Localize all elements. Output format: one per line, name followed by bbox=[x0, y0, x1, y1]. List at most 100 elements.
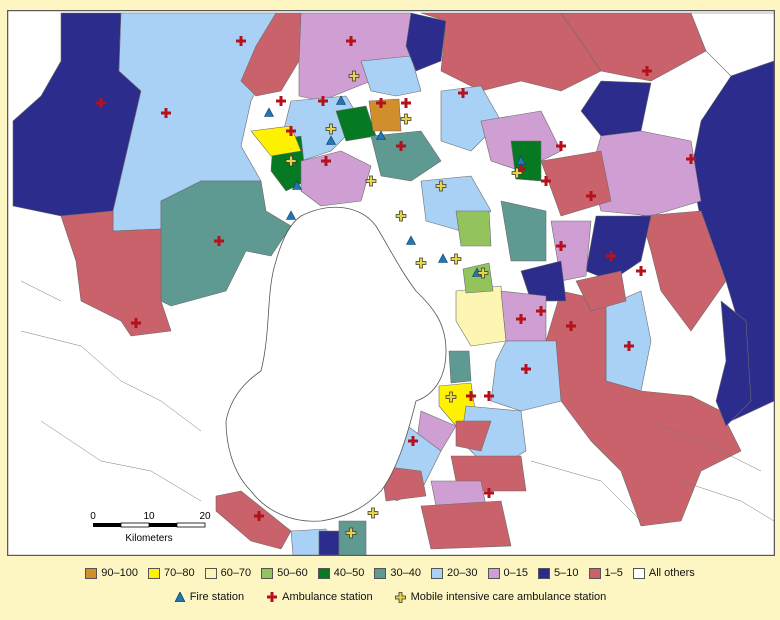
region-south-dark-blue bbox=[318, 530, 340, 555]
region-bay-green-light bbox=[462, 262, 494, 294]
ambulance-station-marker bbox=[586, 191, 596, 201]
region-south-red-3 bbox=[420, 500, 512, 550]
legend-range-label: All others bbox=[648, 567, 695, 579]
fire-station-marker bbox=[336, 95, 346, 105]
region-central-teal-2 bbox=[500, 200, 547, 262]
legend-ambulance-station: Ambulance station bbox=[266, 591, 373, 603]
ambulance-station-marker bbox=[276, 96, 286, 106]
ambulance-station-marker bbox=[321, 156, 331, 166]
legend-range-label: 50–60 bbox=[277, 567, 308, 579]
scale-bar: 0 10 20 Kilometers bbox=[90, 511, 211, 544]
legend-range-item: 20–30 bbox=[430, 567, 478, 579]
ambulance-station-marker bbox=[516, 164, 526, 174]
region-south-red bbox=[380, 465, 427, 502]
map-canvas: 0 10 20 Kilometers bbox=[8, 11, 774, 555]
legend-range-label: 40–50 bbox=[333, 567, 365, 579]
scale-tick-20: 20 bbox=[199, 511, 211, 522]
region-southeast-red bbox=[545, 290, 742, 527]
ambulance-station-marker bbox=[346, 36, 356, 46]
region-central-orange bbox=[368, 98, 402, 132]
legend-range-item: 1–5 bbox=[588, 567, 623, 579]
legend-range-label: 1–5 bbox=[604, 567, 623, 579]
region-central-dark-blue bbox=[585, 215, 652, 282]
ambulance-station-marker bbox=[254, 511, 264, 521]
legend-range-item: 70–80 bbox=[147, 567, 195, 579]
ambulance-station-marker bbox=[606, 251, 616, 261]
boundary-lines bbox=[20, 280, 774, 522]
ambulance-station-marker bbox=[556, 241, 566, 251]
legend-swatch bbox=[147, 567, 160, 579]
legend-swatch bbox=[487, 567, 500, 579]
region-east-dark-blue-2 bbox=[520, 260, 567, 302]
micu-station-marker bbox=[435, 180, 447, 192]
legend-swatch bbox=[204, 567, 217, 579]
region-bay-red bbox=[455, 420, 492, 452]
ambulance-station-marker bbox=[318, 96, 328, 106]
ambulance-station-marker bbox=[458, 88, 468, 98]
ambulance-station-marker bbox=[484, 391, 494, 401]
micu-station-marker bbox=[450, 253, 462, 265]
region-central-red bbox=[540, 150, 612, 217]
ambulance-station-marker bbox=[466, 391, 476, 401]
ambulance-station-marker bbox=[396, 141, 406, 151]
ambulance-station-marker bbox=[214, 236, 224, 246]
fire-station-icon bbox=[174, 591, 186, 603]
ambulance-station-marker bbox=[686, 154, 696, 164]
scale-unit: Kilometers bbox=[125, 533, 172, 544]
ambulance-station-marker bbox=[376, 98, 386, 108]
legend-swatch bbox=[261, 567, 274, 579]
legend-swatch bbox=[317, 567, 330, 579]
legend-swatch bbox=[632, 567, 645, 579]
fire-station-marker bbox=[406, 235, 416, 245]
micu-station-marker bbox=[365, 175, 377, 187]
port-phillip-bay bbox=[225, 206, 447, 522]
legend-range-label: 60–70 bbox=[220, 567, 252, 579]
region-south-red-4 bbox=[215, 490, 292, 550]
legend-swatch bbox=[588, 567, 601, 579]
micu-station-marker bbox=[400, 113, 412, 125]
region-bay-yellow-pale bbox=[455, 285, 507, 347]
region-central-red-2 bbox=[575, 270, 627, 312]
region-east-red bbox=[640, 210, 727, 332]
legend-fire-label: Fire station bbox=[189, 591, 245, 603]
legend-range-label: 5–10 bbox=[554, 567, 579, 579]
region-bay-teal bbox=[448, 350, 472, 384]
legend-range-item: 40–50 bbox=[317, 567, 365, 579]
legend-swatch bbox=[85, 567, 98, 579]
ambulance-station-marker bbox=[566, 321, 576, 331]
micu-station-marker bbox=[367, 507, 379, 519]
region-central-green-light bbox=[455, 210, 492, 247]
ambulance-station-marker bbox=[96, 98, 106, 108]
legend-range-label: 20–30 bbox=[446, 567, 478, 579]
micu-station-marker bbox=[511, 167, 523, 179]
legend-range-item: 0–15 bbox=[487, 567, 528, 579]
micu-station-marker bbox=[415, 257, 427, 269]
micu-station-marker bbox=[285, 155, 297, 167]
legend-color-ranges: 90–100 70–80 60–70 50–60 40–50 30–40 20–30 0–15… bbox=[0, 567, 780, 579]
ambulance-station-marker bbox=[624, 341, 634, 351]
region-east-pink bbox=[590, 130, 702, 217]
legend-fire-station: Fire station bbox=[174, 591, 244, 603]
region-north-light-blue bbox=[360, 55, 422, 97]
fire-station-marker bbox=[264, 107, 274, 117]
fire-station-marker bbox=[438, 253, 448, 263]
region-southeast-dark-blue bbox=[715, 300, 752, 427]
ambulance-station-marker bbox=[636, 266, 646, 276]
legend-micu-label: Mobile intensive care ambulance station bbox=[410, 591, 607, 603]
legend-range-item: 5–10 bbox=[538, 567, 579, 579]
micu-station-marker bbox=[395, 210, 407, 222]
ambulance-cross-icon bbox=[266, 591, 278, 603]
ambulance-station-marker bbox=[236, 36, 246, 46]
ambulance-station-marker bbox=[556, 141, 566, 151]
region-central-pink bbox=[300, 150, 372, 207]
region-west-teal bbox=[160, 180, 292, 307]
ambulance-station-marker bbox=[642, 66, 652, 76]
legend-ambulance-label: Ambulance station bbox=[282, 591, 373, 603]
legend-range-label: 90–100 bbox=[101, 567, 138, 579]
region-bay-pink bbox=[500, 290, 547, 342]
ambulance-station-marker bbox=[541, 176, 551, 186]
legend-range-label: 70–80 bbox=[163, 567, 195, 579]
ambulance-station-marker bbox=[401, 98, 411, 108]
scale-tick-10: 10 bbox=[143, 511, 155, 522]
micu-station-marker bbox=[348, 70, 360, 82]
